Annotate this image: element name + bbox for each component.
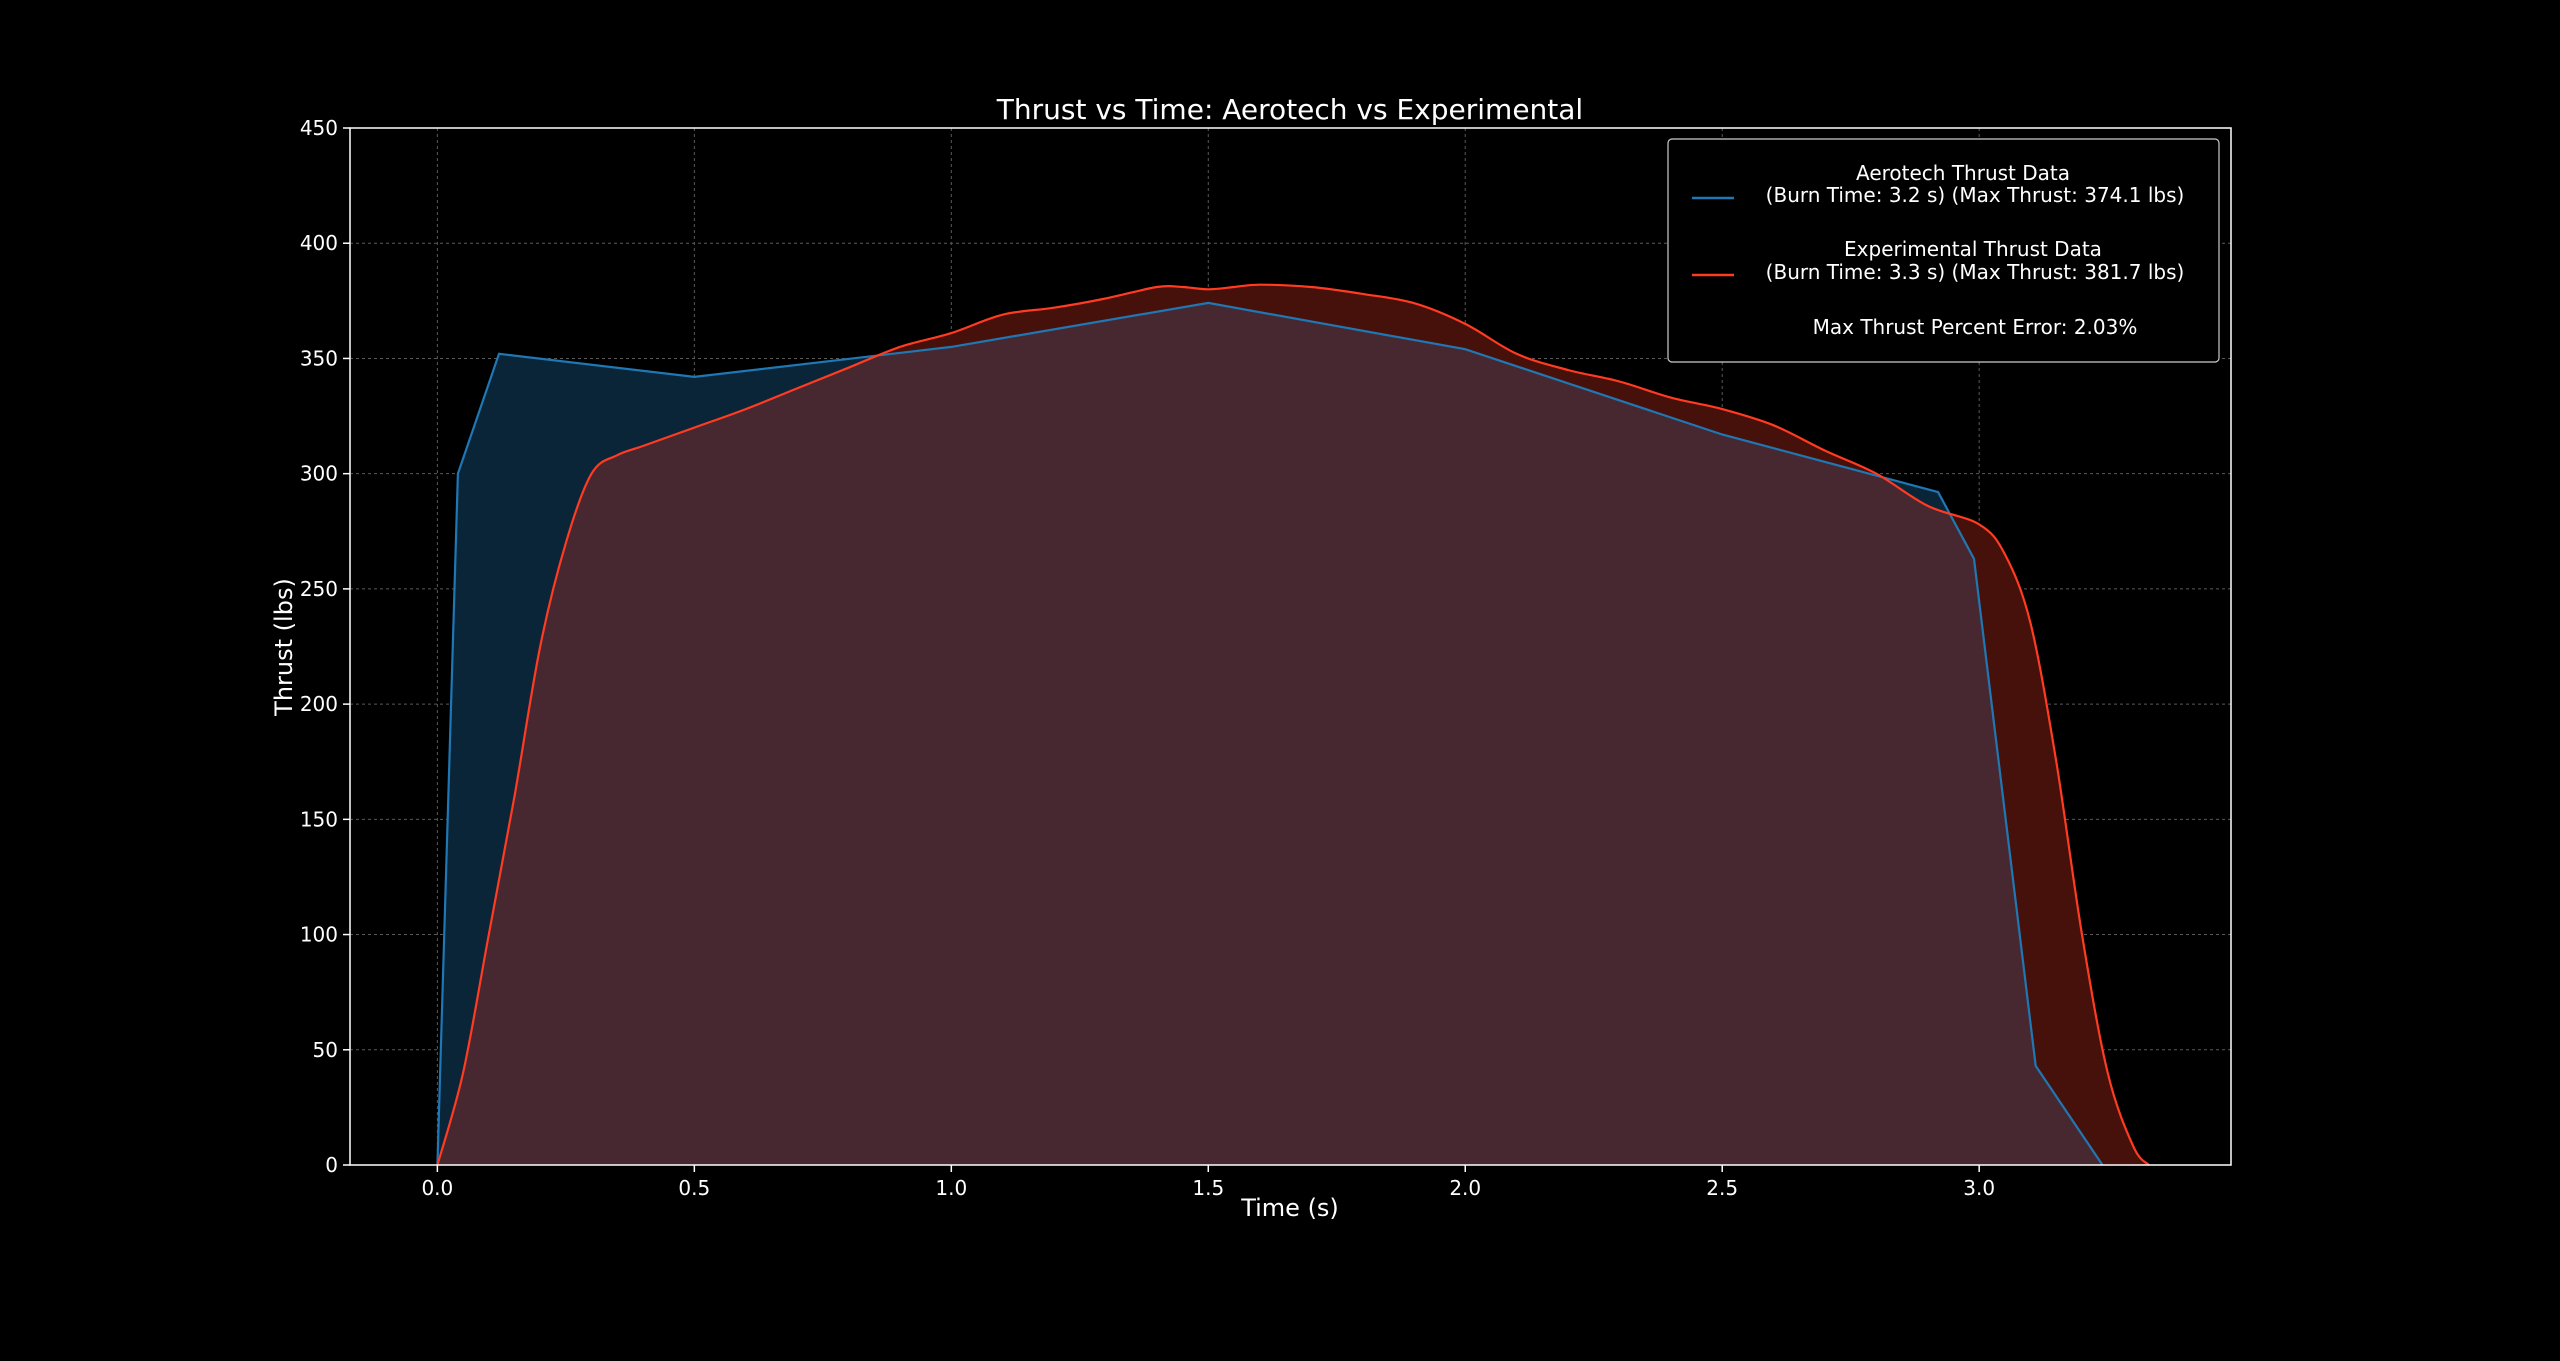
legend-detail-aerotech: (Burn Time: 3.2 s) (Max Thrust: 374.1 lb… [1766,183,2185,207]
x-tick-label: 2.0 [1449,1176,1481,1200]
overlap-area-fill [437,302,2103,1165]
y-tick-label: 50 [313,1038,338,1062]
y-tick-label: 400 [300,231,338,255]
y-tick-label: 200 [300,692,338,716]
x-tick-label: 3.0 [1963,1176,1995,1200]
x-tick-label: 1.0 [935,1176,967,1200]
y-tick-label: 250 [300,577,338,601]
y-tick-label: 350 [300,346,338,370]
y-axis: 0 50 100 150 200 250 300 350 400 450 [300,116,350,1177]
y-tick-label: 0 [325,1153,338,1177]
y-tick-label: 450 [300,116,338,140]
y-tick-label: 300 [300,462,338,486]
experimental-series-line [436,283,2150,1165]
x-axis-title: Time (s) [1240,1194,1339,1222]
y-axis-title: Thrust (lbs) [270,578,298,717]
legend: Aerotech Thrust Data (Burn Time: 3.2 s) … [1667,138,2220,363]
max-thrust-error-annotation: Max Thrust Percent Error: 2.03% [1813,315,2138,339]
chart-title: Thrust vs Time: Aerotech vs Experimental [996,93,1583,126]
legend-label-aerotech: Aerotech Thrust Data [1856,161,2070,185]
aerotech-series-line [436,301,2104,1165]
x-tick-label: 0.5 [678,1176,710,1200]
legend-detail-experimental: (Burn Time: 3.3 s) (Max Thrust: 381.7 lb… [1766,260,2185,284]
x-axis: 0.0 0.5 1.0 1.5 2.0 2.5 3.0 [421,1165,1995,1200]
legend-box [1667,138,2220,363]
y-tick-label: 100 [300,923,338,947]
x-tick-label: 1.5 [1192,1176,1224,1200]
x-tick-label: 0.0 [421,1176,453,1200]
legend-label-experimental: Experimental Thrust Data [1844,237,2102,261]
plot-frame [349,127,2232,1166]
x-tick-label: 2.5 [1706,1176,1738,1200]
y-tick-label: 150 [300,807,338,831]
